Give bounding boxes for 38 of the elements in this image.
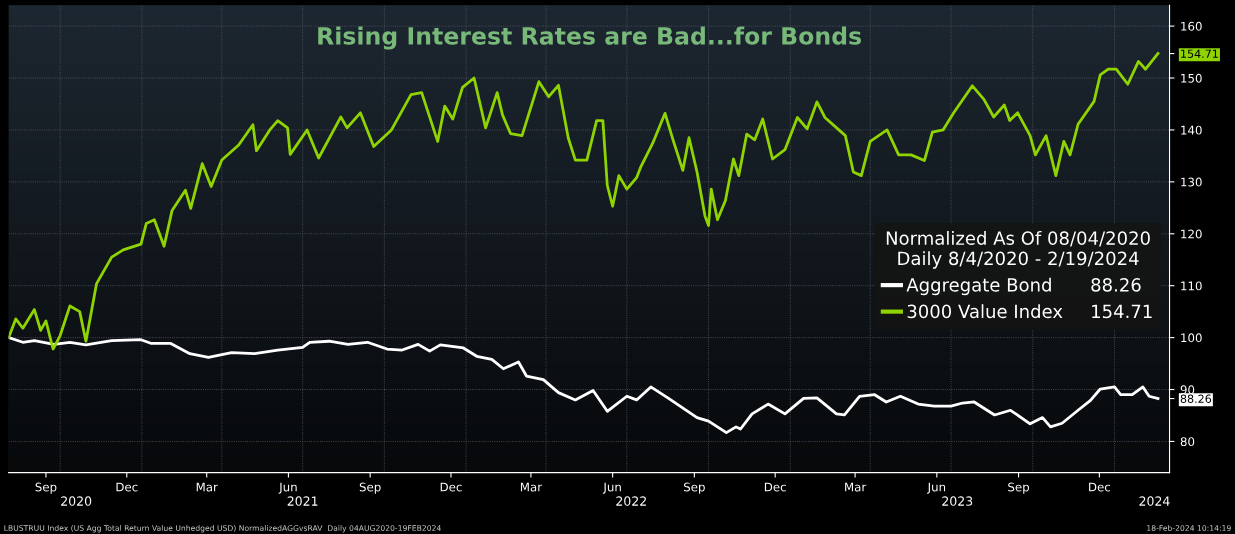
text: 88.26	[1091, 278, 1141, 292]
y-tick-label: 150	[1181, 73, 1202, 83]
y-tick-label: 88.26	[1180, 394, 1212, 403]
x-tick-label: Jun	[927, 482, 946, 494]
line-series	[8, 52, 1160, 351]
text: Rising Interest Rates are Bad...for Bonds	[318, 26, 861, 50]
x-tick-label: Dec	[440, 482, 462, 492]
x-tick-label: Sep	[35, 482, 57, 494]
x-tick-label: Dec	[116, 482, 138, 492]
y-tick-label: 110	[1181, 281, 1202, 291]
legend-label: Aggregate Bond	[906, 277, 1051, 296]
x2-tick-label: 2023	[942, 496, 973, 506]
y-tick-label: 90	[1180, 385, 1195, 395]
x-tick-label: Jun	[278, 482, 297, 494]
x-tick-label: Mar	[520, 482, 543, 492]
y-tick-label: 130	[1181, 177, 1202, 187]
y-tick-label: 160	[1181, 21, 1202, 31]
x-tick-label: Sep	[684, 482, 705, 494]
x2-tick-label: 2024	[1139, 496, 1170, 506]
y-tick-label: 154.71	[1181, 49, 1218, 58]
x-tick-label: Mar	[196, 482, 218, 492]
y-tick-label: 80	[1180, 437, 1195, 447]
x-tick-label: Sep	[1008, 482, 1030, 494]
y-tick-label: 100	[1181, 333, 1202, 343]
x2-tick-label: 2021	[287, 496, 318, 506]
x-tick-label: Dec	[764, 482, 786, 492]
x2-tick-label: 2020	[61, 496, 92, 506]
x2-tick-label: 2022	[616, 496, 646, 506]
y-tick-label: 140	[1181, 125, 1202, 135]
legend-title: Normalized As Of 08/04/2020 Daily 8/4/2020 - 2/19/2024	[886, 231, 1150, 269]
x-tick-label: Mar	[845, 482, 867, 492]
line-series	[8, 336, 1160, 434]
x-tick-label: Sep	[359, 482, 381, 494]
legend-label: 3000 Value Index	[907, 304, 1063, 319]
x-tick-label: Jun	[602, 482, 621, 494]
text: 154.71	[1092, 304, 1152, 319]
y-tick-label: 120	[1181, 229, 1202, 239]
x-tick-label: Dec	[1089, 482, 1111, 492]
